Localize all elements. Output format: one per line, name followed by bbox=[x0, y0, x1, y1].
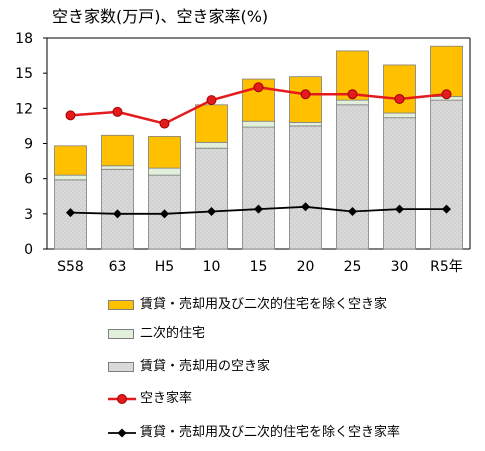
x-tick-label: S58 bbox=[57, 259, 84, 275]
line-point bbox=[301, 202, 310, 212]
bar-segment bbox=[148, 136, 181, 169]
line-point bbox=[395, 204, 404, 214]
line-point bbox=[159, 118, 170, 129]
line-point bbox=[300, 89, 311, 100]
line-point bbox=[348, 206, 357, 216]
legend-label: 賃貸・売却用及び二次的住宅を除く空き家 bbox=[140, 297, 388, 312]
bar-segment bbox=[242, 126, 275, 250]
line-point bbox=[160, 209, 169, 219]
legend-line-marker bbox=[108, 428, 136, 438]
legend-label: 賃貸・売却用の空き家 bbox=[140, 359, 271, 374]
bar-segment bbox=[195, 141, 228, 149]
y-tick-label: 0 bbox=[24, 242, 33, 258]
bar-segment bbox=[430, 45, 463, 98]
y-tick-label: 9 bbox=[24, 137, 33, 153]
x-tick-label: 15 bbox=[250, 259, 268, 275]
line-point bbox=[254, 204, 263, 214]
y-tick-label: 12 bbox=[15, 101, 33, 117]
bar-segment bbox=[54, 145, 87, 176]
bar-segment bbox=[289, 125, 322, 250]
legend-label: 二次的住宅 bbox=[140, 326, 206, 341]
chart: 空き家数(万戸)、空き家率(%) 0 3 6 9 12 15 18 S58 63 H5 10 15 20… bbox=[15, 7, 471, 275]
legend-swatch bbox=[108, 329, 134, 339]
legend-swatch bbox=[108, 300, 134, 310]
bar-segment bbox=[383, 112, 416, 119]
x-tick-label: H5 bbox=[155, 259, 174, 275]
bar-segment bbox=[195, 147, 228, 250]
line-point bbox=[65, 110, 76, 121]
legend-label: 空き家率 bbox=[140, 391, 193, 406]
bar-segment bbox=[336, 99, 369, 106]
chart-title: 空き家数(万戸)、空き家率(%) bbox=[52, 7, 268, 26]
x-tick-label: 63 bbox=[109, 259, 127, 275]
bar-segment bbox=[148, 167, 181, 176]
y-tick-label: 3 bbox=[24, 207, 33, 223]
x-tick-label: 20 bbox=[297, 259, 315, 275]
legend-line-marker bbox=[108, 394, 136, 404]
bar-segment bbox=[289, 122, 322, 127]
x-tick-label: 30 bbox=[391, 259, 409, 275]
x-tick-label: R5年 bbox=[430, 259, 463, 275]
y-tick-label: 15 bbox=[15, 66, 33, 82]
line-point bbox=[441, 89, 452, 100]
x-tick-label: 10 bbox=[203, 259, 221, 275]
bar-segment bbox=[101, 168, 134, 250]
bar-segment bbox=[101, 134, 134, 167]
line-point bbox=[113, 209, 122, 219]
legend-label: 賃貸・売却用及び二次的住宅を除く空き家率 bbox=[140, 425, 401, 440]
bar-segment bbox=[242, 120, 275, 128]
bar-segment bbox=[383, 117, 416, 250]
bar-segment bbox=[101, 165, 134, 170]
line-point bbox=[206, 95, 217, 106]
bar-segment bbox=[195, 104, 228, 143]
line-point bbox=[112, 106, 123, 117]
line-point bbox=[442, 204, 451, 214]
line-point bbox=[207, 206, 216, 216]
legend-swatch bbox=[108, 362, 134, 372]
bar-segment bbox=[430, 99, 463, 250]
line-point bbox=[253, 82, 264, 93]
line-point bbox=[347, 89, 358, 100]
y-tick-label: 18 bbox=[15, 31, 33, 47]
line-point bbox=[394, 93, 405, 104]
bar-segment bbox=[289, 76, 322, 123]
y-tick-label: 6 bbox=[24, 172, 33, 188]
bar-segment bbox=[54, 174, 87, 181]
bar-segment bbox=[336, 104, 369, 250]
line-point bbox=[66, 208, 75, 218]
bar-segment bbox=[383, 64, 416, 114]
x-tick-label: 25 bbox=[344, 259, 362, 275]
